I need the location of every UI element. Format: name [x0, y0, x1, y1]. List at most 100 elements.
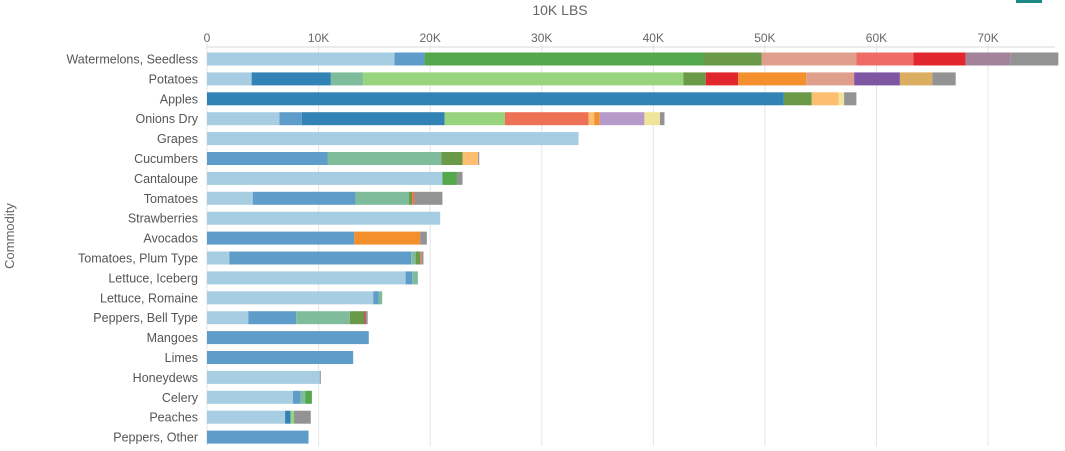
bar-segment[interactable]: [290, 410, 295, 424]
bar-segment[interactable]: [319, 370, 321, 384]
bar-row: [207, 311, 368, 325]
bar-segment[interactable]: [444, 112, 505, 126]
bar-segment[interactable]: [594, 112, 600, 126]
bar-segment[interactable]: [279, 112, 302, 126]
bar-segment[interactable]: [703, 52, 762, 66]
bar-segment[interactable]: [292, 390, 301, 404]
bar-segment[interactable]: [478, 152, 480, 165]
bar-segment[interactable]: [660, 112, 665, 126]
bar-segment[interactable]: [811, 92, 839, 106]
bar-segment[interactable]: [415, 251, 421, 265]
bar-segment[interactable]: [456, 171, 463, 185]
bar-segment[interactable]: [412, 271, 418, 285]
bar-segment[interactable]: [365, 311, 368, 325]
bar-segment[interactable]: [442, 171, 457, 185]
bar-segment[interactable]: [424, 52, 704, 66]
bar-row: [207, 370, 321, 384]
bar-row: [207, 231, 427, 245]
category-label: Onions Dry: [135, 112, 198, 126]
bar-segment[interactable]: [420, 231, 427, 245]
bar-segment[interactable]: [414, 191, 443, 205]
bar-segment[interactable]: [856, 52, 914, 66]
bar-segment[interactable]: [252, 191, 356, 205]
bar-segment[interactable]: [207, 231, 355, 245]
bar-segment[interactable]: [207, 211, 441, 225]
bar-segment[interactable]: [838, 92, 845, 106]
bar-segment[interactable]: [207, 152, 328, 165]
bar-segment[interactable]: [441, 152, 463, 165]
bar-segment[interactable]: [207, 112, 280, 126]
bar-segment[interactable]: [207, 291, 374, 305]
gridlines: [206, 44, 1055, 446]
bar-segment[interactable]: [738, 72, 807, 86]
bar-segment[interactable]: [899, 72, 933, 86]
chart-menu-badge[interactable]: [1016, 0, 1042, 3]
bar-segment[interactable]: [420, 251, 422, 265]
bar-segment[interactable]: [599, 112, 645, 126]
bar-segment[interactable]: [783, 92, 812, 106]
bar-segment[interactable]: [207, 251, 230, 265]
bar-segment[interactable]: [806, 72, 855, 86]
bar-segment[interactable]: [844, 92, 857, 106]
bar-segment[interactable]: [207, 132, 579, 146]
bar-segment[interactable]: [378, 291, 383, 305]
bar-segment[interactable]: [408, 191, 413, 205]
bar-segment[interactable]: [294, 410, 311, 424]
bar-segment[interactable]: [504, 112, 589, 126]
bar-segment[interactable]: [305, 390, 312, 404]
bar-segment[interactable]: [854, 72, 900, 86]
bar-segment[interactable]: [207, 351, 354, 364]
bar-segment[interactable]: [354, 231, 421, 245]
bar-segment[interactable]: [411, 251, 416, 265]
bar-segment[interactable]: [373, 291, 379, 305]
y-axis-label: Commodity: [2, 203, 17, 269]
bar-segment[interactable]: [364, 311, 366, 325]
category-label: Celery: [162, 391, 199, 405]
bar-segment[interactable]: [421, 251, 424, 265]
bar-segment[interactable]: [248, 311, 297, 325]
bar-segment[interactable]: [300, 390, 306, 404]
bar-segment[interactable]: [394, 52, 425, 66]
bar-segment[interactable]: [207, 52, 395, 66]
bar-segment[interactable]: [207, 271, 406, 285]
bar-segment[interactable]: [588, 112, 595, 126]
bar-segment[interactable]: [1010, 52, 1059, 66]
bar-segment[interactable]: [207, 410, 286, 424]
bar-segment[interactable]: [349, 311, 365, 325]
x-tick-label: 50K: [754, 31, 775, 45]
bar-segment[interactable]: [462, 152, 479, 165]
bar-segment[interactable]: [207, 390, 293, 404]
bar-segment[interactable]: [327, 152, 442, 165]
bar-segment[interactable]: [207, 92, 784, 106]
bar-segment[interactable]: [644, 112, 661, 126]
bar-segment[interactable]: [965, 52, 1011, 66]
bar-segment[interactable]: [761, 52, 857, 66]
bar-segment[interactable]: [363, 72, 684, 86]
category-label: Lettuce, Romaine: [100, 291, 198, 305]
bar-segment[interactable]: [285, 410, 291, 424]
bar-segment[interactable]: [207, 311, 249, 325]
bar-segment[interactable]: [330, 72, 364, 86]
bar-row: [207, 112, 665, 126]
bar-segment[interactable]: [296, 311, 350, 325]
bar-segment[interactable]: [207, 72, 252, 86]
bar-segment[interactable]: [405, 271, 413, 285]
bar-row: [207, 72, 956, 86]
bar-segment[interactable]: [913, 52, 966, 66]
bar-segment[interactable]: [705, 72, 739, 86]
bar-segment[interactable]: [932, 72, 956, 86]
bar-segment[interactable]: [207, 191, 253, 205]
bar-segment[interactable]: [251, 72, 331, 86]
bar-segment[interactable]: [683, 72, 706, 86]
bar-segment[interactable]: [355, 191, 409, 205]
x-axis-ticks: 0 10K 20K 30K 40K 50K 60K 70K: [204, 31, 999, 45]
bar-segment[interactable]: [207, 331, 369, 345]
bar-segment[interactable]: [229, 251, 412, 265]
bar-segment[interactable]: [207, 171, 443, 185]
bar-segment[interactable]: [412, 191, 415, 205]
bar-row: [207, 291, 383, 305]
x-tick-label: 60K: [866, 31, 887, 45]
bar-segment[interactable]: [207, 370, 320, 384]
bar-segment[interactable]: [207, 430, 309, 444]
bar-segment[interactable]: [301, 112, 445, 126]
